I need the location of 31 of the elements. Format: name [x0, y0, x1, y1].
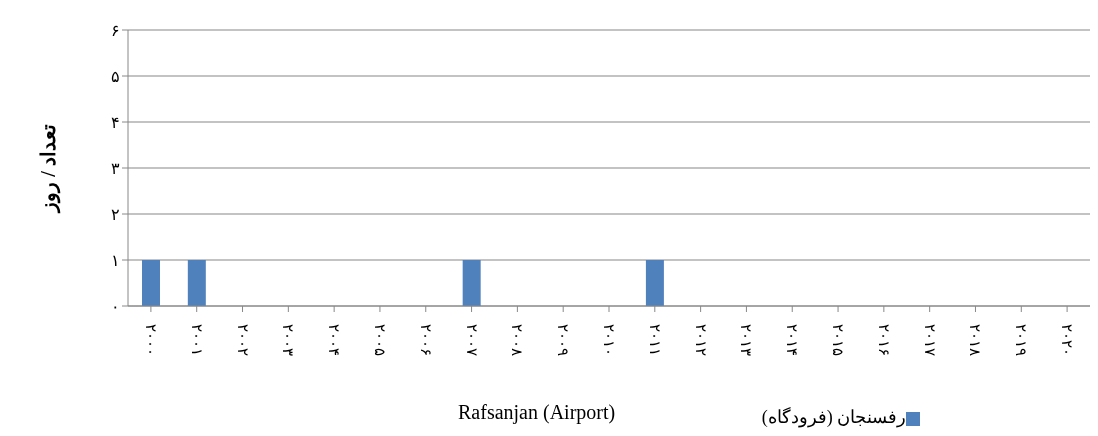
x-tick-label: ۲۰۰۳ [280, 324, 297, 356]
x-tick-label: ۲۰۰۹ [555, 324, 572, 356]
x-tick-label: ۲۰۱۸ [967, 324, 984, 356]
x-tick-label: ۲۰۰۶ [417, 324, 434, 356]
y-tick-label: ۳ [111, 159, 120, 177]
x-tick-label: ۲۰۰۴ [326, 324, 343, 356]
x-tick-label: ۲۰۰۸ [509, 324, 526, 356]
y-tick-label: ۲ [111, 205, 120, 223]
x-tick-label: ۲۰۰۵ [371, 324, 388, 356]
x-tick-label: ۲۰۱۳ [738, 324, 755, 356]
y-tick-label: ۱ [111, 251, 120, 269]
x-tick-label: ۲۰۱۰ [601, 324, 617, 356]
y-axis-title: تعداد / روز [37, 124, 62, 214]
x-tick-label: ۲۰۲۰ [1059, 324, 1076, 356]
x-axis-title: Rafsanjan (Airport) [458, 401, 616, 424]
legend-label: رفسنجان (فرودگاه) [761, 407, 907, 427]
x-tick-label: ۲۰۰۱ [188, 324, 205, 356]
x-tick-label: ۲۰۰۲ [234, 324, 251, 356]
x-tick-label: ۲۰۱۱ [646, 324, 663, 356]
x-tick-label: ۲۰۱۵ [830, 324, 847, 356]
x-tick-label: ۲۰۰۰ [142, 324, 159, 356]
x-tick-label: ۲۰۱۶ [875, 324, 892, 356]
x-tick-label: ۲۰۱۹ [1013, 324, 1030, 356]
y-tick-label: ۴ [111, 113, 120, 131]
x-tick-label: ۲۰۱۲ [692, 324, 709, 356]
x-tick-label: ۲۰۱۷ [921, 324, 938, 356]
y-tick-label: ۶ [111, 21, 120, 39]
y-tick-label: ۰ [111, 297, 120, 315]
y-tick-label: ۵ [111, 67, 120, 85]
x-tick-label: ۲۰۰۷ [463, 324, 480, 356]
x-tick-label: ۲۰۱۴ [784, 324, 801, 356]
